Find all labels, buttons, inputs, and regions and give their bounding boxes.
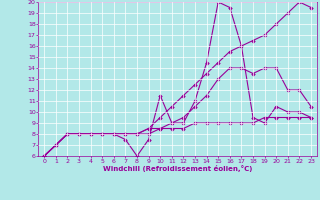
- X-axis label: Windchill (Refroidissement éolien,°C): Windchill (Refroidissement éolien,°C): [103, 165, 252, 172]
